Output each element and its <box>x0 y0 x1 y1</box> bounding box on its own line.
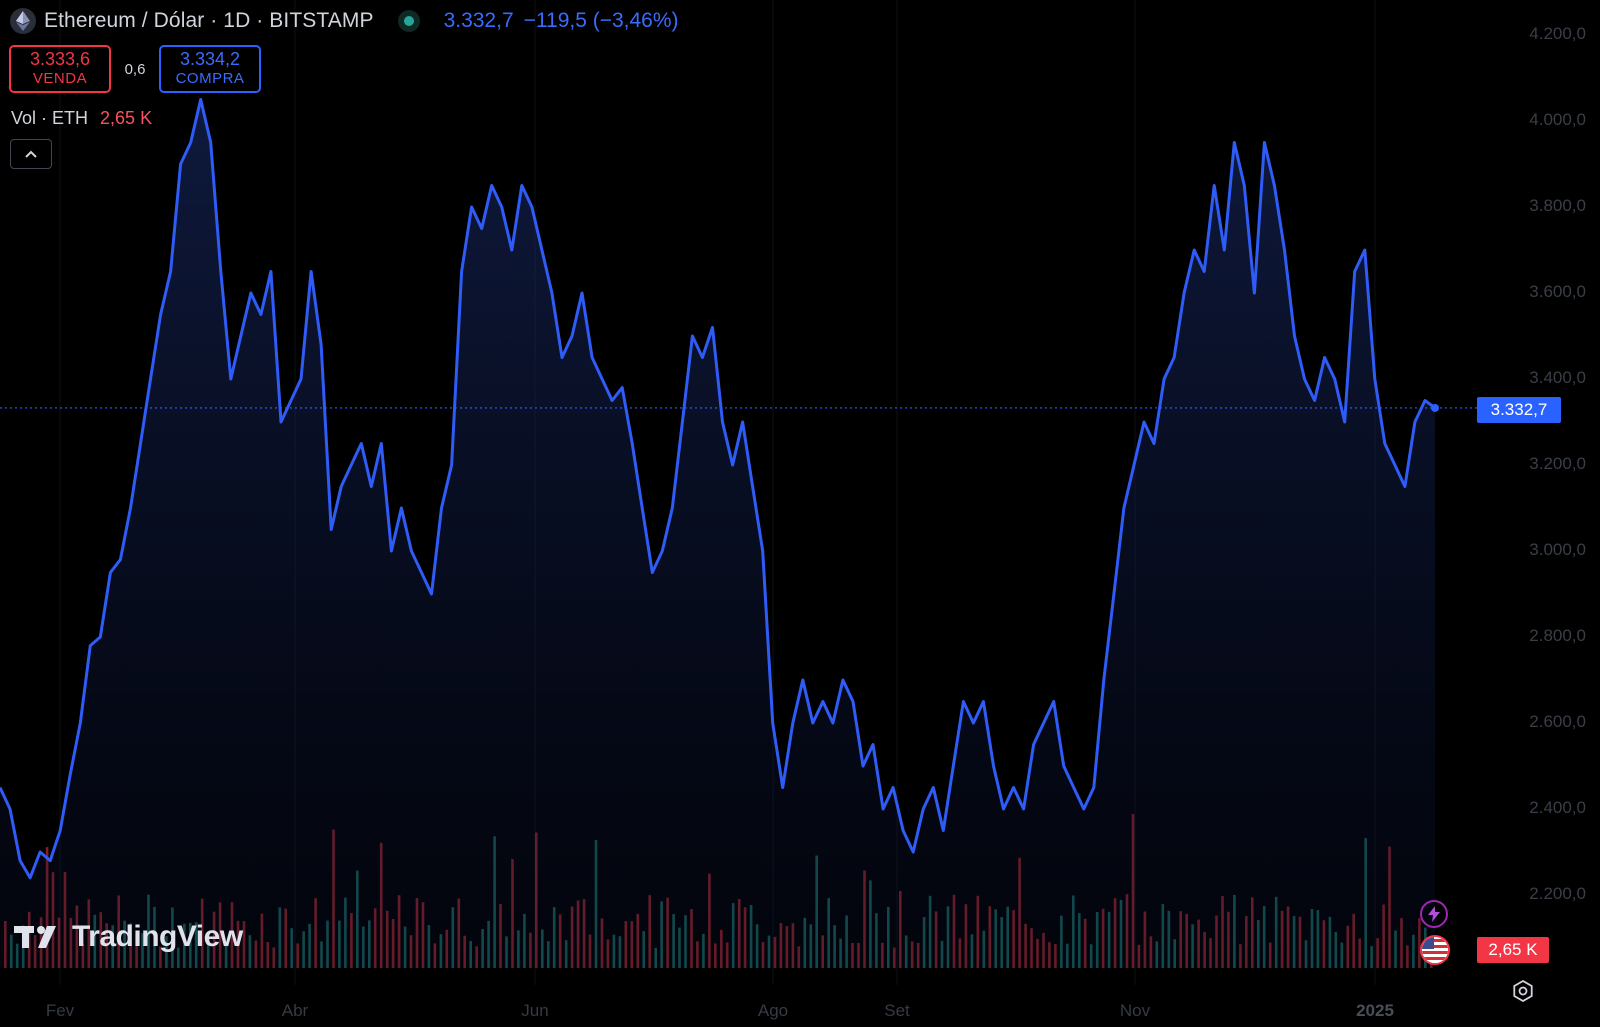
tradingview-wordmark: TradingView <box>72 920 243 953</box>
gear-icon[interactable] <box>1512 980 1534 1002</box>
price-axis-label: 2.800,0 <box>1529 626 1586 645</box>
price-axis-label: 2.600,0 <box>1529 712 1586 731</box>
price-axis-label: 3.000,0 <box>1529 540 1586 559</box>
current-price-tag: 3.332,7 <box>1477 397 1561 423</box>
volume-legend[interactable]: Vol · ETH 2,65 K <box>11 108 152 129</box>
volume-tag: 2,65 K <box>1477 937 1549 963</box>
time-axis-label: Jun <box>521 1001 549 1020</box>
time-axis-label: 2025 <box>1356 1001 1394 1020</box>
market-open-indicator <box>397 10 420 32</box>
lightning-icon[interactable] <box>1420 900 1448 928</box>
trade-panel: 3.333,6 VENDA 0,6 3.334,2 COMPRA <box>9 45 261 93</box>
buy-price: 3.334,2 <box>179 49 241 69</box>
price-axis-label: 3.600,0 <box>1529 282 1586 301</box>
price-axis-label: 4.000,0 <box>1529 110 1586 129</box>
price-axis-label: 2.200,0 <box>1529 884 1586 903</box>
price-axis-label: 3.200,0 <box>1529 454 1586 473</box>
time-axis-label: Abr <box>281 1001 309 1020</box>
buy-button[interactable]: 3.334,2 COMPRA <box>159 45 261 93</box>
tradingview-logo-icon <box>14 926 56 948</box>
symbol-header[interactable]: Ethereum / Dólar · 1D · BITSTAMP 3.332,7… <box>10 6 679 36</box>
price-axis-label: 3.400,0 <box>1529 368 1586 387</box>
volume-label: Vol · ETH <box>11 108 89 128</box>
time-axis-label: Ago <box>757 1001 789 1020</box>
sell-label: VENDA <box>32 70 88 87</box>
us-flag-icon[interactable] <box>1420 935 1450 965</box>
time-axis-label: Set <box>884 1001 910 1020</box>
spread-value: 0,6 <box>124 60 146 78</box>
last-price-dot <box>1431 403 1439 412</box>
time-axis-label: Fev <box>45 1001 75 1020</box>
time-axis-label: Nov <box>1119 1001 1151 1020</box>
collapse-legend-button[interactable] <box>10 139 52 169</box>
ethereum-icon <box>10 8 36 34</box>
buy-label: COMPRA <box>175 70 245 87</box>
sell-price: 3.333,6 <box>29 49 91 69</box>
symbol-title[interactable]: Ethereum / Dólar · 1D · BITSTAMP <box>44 9 374 32</box>
last-price: 3.332,7 <box>443 9 514 32</box>
price-area <box>0 99 1435 968</box>
tradingview-logo[interactable]: TradingView <box>14 920 243 954</box>
price-axis-label: 2.400,0 <box>1529 798 1586 817</box>
sell-button[interactable]: 3.333,6 VENDA <box>9 45 111 93</box>
price-axis-label: 4.200,0 <box>1529 24 1586 43</box>
price-line <box>0 98 1436 880</box>
price-axis-label: 3.800,0 <box>1529 196 1586 215</box>
volume-value: 2,65 K <box>100 108 153 128</box>
chevron-up-icon <box>25 150 37 158</box>
price-change: −119,5 (−3,46%) <box>523 9 679 32</box>
